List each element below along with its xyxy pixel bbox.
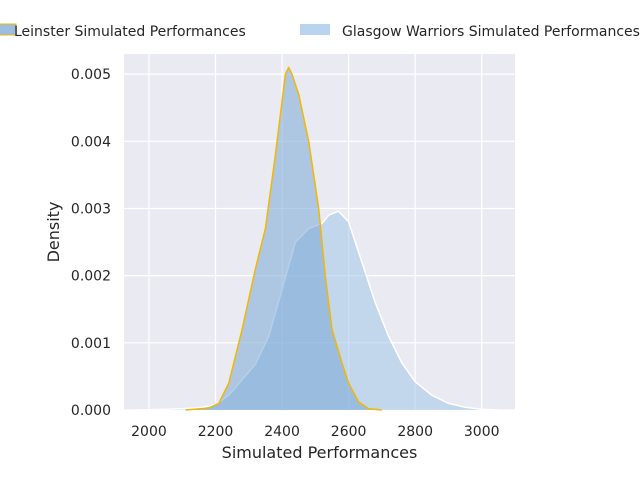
legend-label: Glasgow Warriors Simulated Performances <box>342 24 640 40</box>
legend-label: Leinster Simulated Performances <box>14 24 246 40</box>
y-tick-label: 0.005 <box>71 67 111 83</box>
x-tick-label: 2000 <box>131 424 167 440</box>
x-tick-label: 3000 <box>464 424 500 440</box>
density-line-series-2 <box>185 66 382 411</box>
legend-swatch <box>0 23 17 36</box>
y-tick-label: 0.003 <box>71 201 111 217</box>
y-tick-label: 0.002 <box>71 269 111 285</box>
y-tick-label: 0.001 <box>71 336 111 352</box>
x-axis: 2000 2200 2400 2600 2800 3000 <box>131 424 499 440</box>
x-tick-label: 2400 <box>264 424 300 440</box>
x-axis-label: Simulated Performances <box>222 443 418 462</box>
series-group <box>135 66 499 411</box>
y-axis: 0.000 0.001 0.002 0.003 0.004 0.005 <box>71 67 111 419</box>
y-tick-label: 0.000 <box>71 403 111 419</box>
x-tick-label: 2800 <box>397 424 433 440</box>
legend: Leinster Simulated Performances Glasgow W… <box>0 23 640 40</box>
x-tick-label: 2200 <box>198 424 234 440</box>
y-axis-label: Density <box>44 202 63 263</box>
legend-swatch <box>300 24 330 35</box>
y-tick-label: 0.004 <box>71 134 111 150</box>
density-area-series-2 <box>185 67 382 411</box>
x-tick-label: 2600 <box>331 424 367 440</box>
